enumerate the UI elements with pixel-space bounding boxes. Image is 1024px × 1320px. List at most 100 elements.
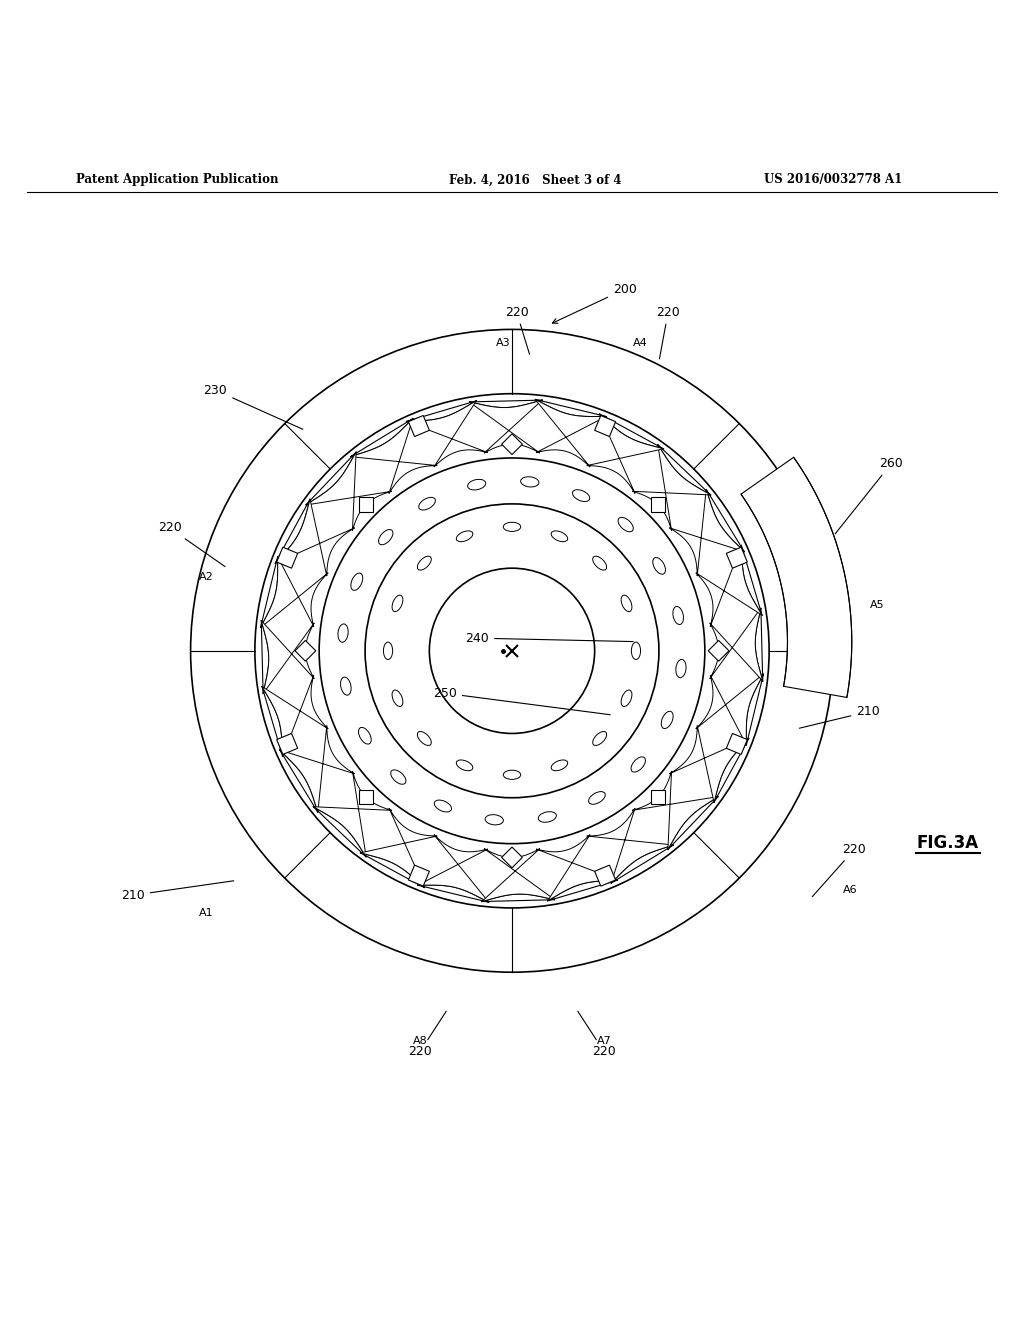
Polygon shape (360, 808, 437, 888)
Text: A2: A2 (199, 573, 214, 582)
Polygon shape (696, 545, 762, 627)
Text: A4: A4 (633, 338, 648, 347)
Text: 220: 220 (158, 521, 225, 566)
Polygon shape (469, 400, 543, 453)
Polygon shape (537, 834, 617, 900)
Polygon shape (261, 620, 314, 693)
Text: Feb. 4, 2016   Sheet 3 of 4: Feb. 4, 2016 Sheet 3 of 4 (449, 173, 622, 186)
Polygon shape (481, 849, 555, 902)
Polygon shape (306, 453, 392, 531)
Polygon shape (595, 416, 615, 437)
Polygon shape (726, 548, 748, 568)
Polygon shape (670, 490, 744, 576)
Polygon shape (481, 849, 555, 902)
Text: 240: 240 (465, 632, 633, 644)
Polygon shape (350, 418, 437, 494)
Polygon shape (587, 414, 664, 494)
Polygon shape (537, 834, 617, 900)
Text: 220: 220 (656, 306, 680, 359)
Polygon shape (469, 400, 543, 453)
Polygon shape (360, 808, 437, 888)
Polygon shape (632, 771, 718, 850)
Polygon shape (709, 640, 729, 661)
Text: 220: 220 (409, 1011, 446, 1057)
Polygon shape (587, 414, 664, 494)
Polygon shape (306, 453, 392, 531)
Text: 220: 220 (812, 843, 866, 896)
Polygon shape (536, 400, 606, 467)
Polygon shape (726, 734, 748, 755)
Polygon shape (407, 401, 487, 467)
Polygon shape (710, 609, 763, 681)
Polygon shape (280, 726, 354, 812)
Polygon shape (280, 726, 354, 812)
Text: 210: 210 (121, 880, 233, 902)
Polygon shape (350, 418, 437, 494)
Polygon shape (696, 545, 762, 627)
Text: US 2016/0032778 A1: US 2016/0032778 A1 (764, 173, 902, 186)
Text: 260: 260 (836, 457, 903, 533)
Text: 250: 250 (433, 686, 610, 714)
Polygon shape (502, 847, 522, 867)
Polygon shape (670, 726, 749, 803)
Polygon shape (407, 401, 487, 467)
Polygon shape (306, 453, 392, 531)
Text: FIG.3A: FIG.3A (916, 834, 978, 853)
Polygon shape (350, 418, 437, 494)
Text: A1: A1 (199, 908, 214, 917)
Polygon shape (650, 498, 666, 512)
Text: 220: 220 (578, 1011, 615, 1057)
Polygon shape (587, 414, 664, 494)
Polygon shape (632, 445, 711, 531)
Polygon shape (295, 640, 315, 661)
Polygon shape (260, 557, 328, 628)
Polygon shape (262, 675, 328, 756)
Polygon shape (696, 675, 764, 744)
Polygon shape (276, 734, 298, 755)
Polygon shape (710, 609, 763, 681)
Polygon shape (275, 499, 354, 576)
Polygon shape (632, 771, 718, 850)
Polygon shape (261, 620, 314, 693)
Text: 210: 210 (800, 705, 880, 729)
Polygon shape (409, 416, 429, 437)
Polygon shape (696, 675, 764, 744)
Polygon shape (595, 865, 615, 886)
Polygon shape (313, 771, 392, 857)
Polygon shape (418, 834, 488, 903)
Polygon shape (502, 434, 522, 454)
Text: Patent Application Publication: Patent Application Publication (76, 173, 279, 186)
Text: 230: 230 (204, 384, 303, 429)
Polygon shape (469, 400, 543, 453)
Polygon shape (358, 498, 374, 512)
Polygon shape (696, 545, 762, 627)
Polygon shape (741, 457, 852, 697)
Polygon shape (481, 849, 555, 902)
Polygon shape (262, 675, 328, 756)
Text: A6: A6 (843, 884, 857, 895)
Polygon shape (670, 726, 749, 803)
Polygon shape (670, 726, 749, 803)
Polygon shape (260, 557, 328, 628)
Polygon shape (670, 490, 744, 576)
Polygon shape (537, 834, 617, 900)
Polygon shape (409, 865, 429, 886)
Polygon shape (275, 499, 354, 576)
Text: A8: A8 (413, 1036, 428, 1047)
Polygon shape (358, 789, 374, 804)
Polygon shape (280, 726, 354, 812)
Polygon shape (587, 808, 674, 883)
Polygon shape (632, 771, 718, 850)
Polygon shape (632, 445, 711, 531)
Polygon shape (275, 499, 354, 576)
Polygon shape (587, 808, 674, 883)
Polygon shape (407, 401, 487, 467)
Polygon shape (313, 771, 392, 857)
Polygon shape (260, 557, 328, 628)
Polygon shape (587, 808, 674, 883)
Polygon shape (261, 620, 314, 693)
Polygon shape (536, 400, 606, 467)
Polygon shape (262, 675, 328, 756)
Polygon shape (632, 445, 711, 531)
Text: A5: A5 (870, 599, 885, 610)
